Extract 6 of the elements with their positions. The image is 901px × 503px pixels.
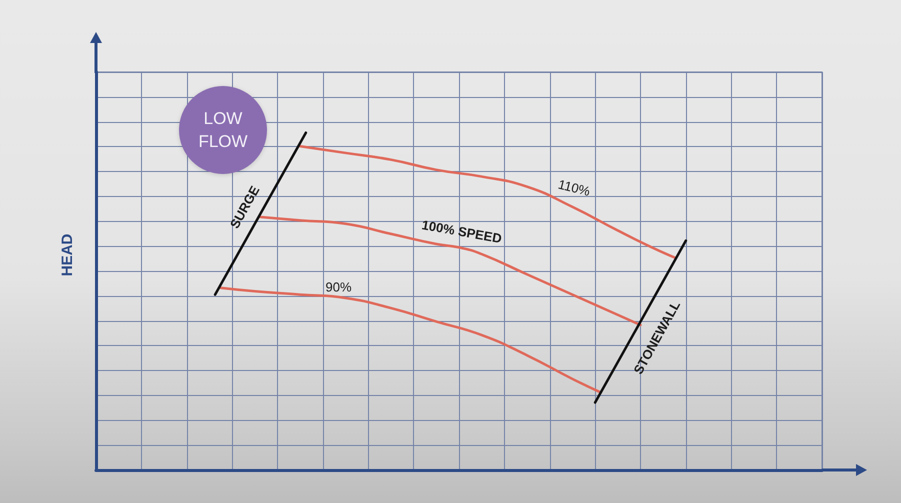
- series-label: 90%: [326, 279, 352, 294]
- circle-badge: LOW FLOW: [179, 86, 267, 174]
- text: 110%: [556, 176, 592, 200]
- text: 100% SPEED: [420, 217, 503, 246]
- annotation: LOW FLOW: [197, 108, 249, 153]
- y-axis-title: HEAD: [59, 234, 76, 276]
